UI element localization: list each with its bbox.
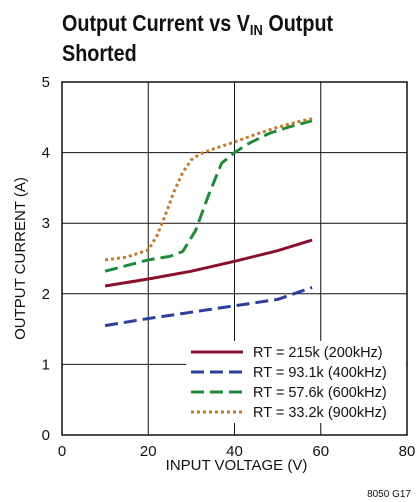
figure-code: 8050 G17 xyxy=(367,489,411,500)
series-line-4 xyxy=(104,117,313,262)
tick-labels: 0 20 40 60 80 0 1 2 3 4 5 xyxy=(42,74,416,460)
chart-title-rest: Output xyxy=(262,10,334,36)
series-lines xyxy=(104,117,313,328)
y-tick-label: 3 xyxy=(42,215,50,232)
y-tick-label: 1 xyxy=(42,356,50,373)
x-tick-label: 20 xyxy=(140,443,157,460)
chart-title-subscript: IN xyxy=(249,22,263,39)
y-tick-label: 5 xyxy=(42,74,50,91)
legend-label: RT = 93.1k (400kHz) xyxy=(253,365,387,381)
series-line-1 xyxy=(104,238,313,288)
y-tick-label: 4 xyxy=(42,145,50,162)
x-tick-label: 40 xyxy=(226,443,243,460)
chart-title-line2: Shorted xyxy=(62,40,137,66)
legend-label: RT = 57.6k (600kHz) xyxy=(253,385,387,401)
series-line-2 xyxy=(104,285,313,328)
chart-title-main: Output Current vs V xyxy=(62,10,250,36)
x-tick-label: 80 xyxy=(399,443,416,460)
plot-frame xyxy=(61,81,408,436)
legend-label: RT = 215k (200kHz) xyxy=(253,345,383,361)
legend-background xyxy=(186,341,406,423)
y-tick-label: 2 xyxy=(42,286,50,303)
x-axis-label: INPUT VOLTAGE (V) xyxy=(166,457,308,474)
series-line-3 xyxy=(104,119,313,273)
x-tick-label: 0 xyxy=(58,443,66,460)
chart-title: Output Current vs VIN Output Shorted xyxy=(62,8,354,68)
y-tick-label: 0 xyxy=(42,427,50,444)
legend-label: RT = 33.2k (900kHz) xyxy=(253,405,387,421)
x-tick-label: 60 xyxy=(312,443,329,460)
legend: RT = 215k (200kHz) RT = 93.1k (400kHz) RT … xyxy=(191,345,387,421)
y-axis-label: OUTPUT CURRENT (A) xyxy=(12,177,29,340)
